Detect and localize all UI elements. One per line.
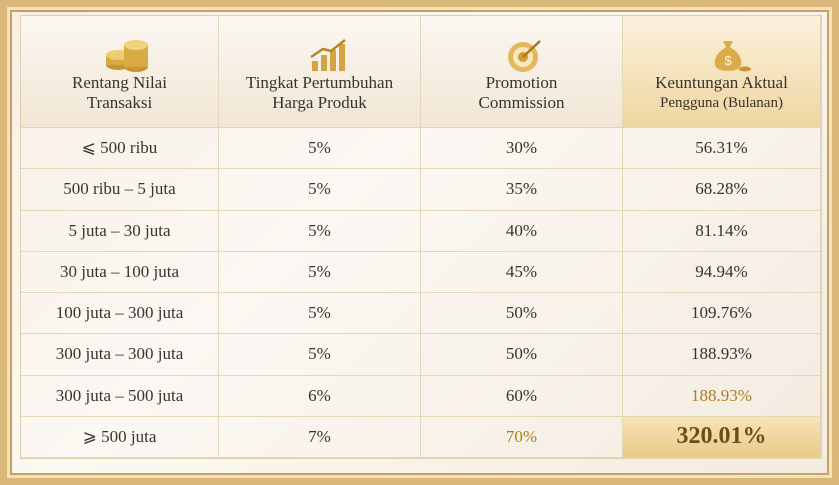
header-cell: Rentang Nilai Transaksi [21, 16, 219, 128]
header-text: Rentang Nilai [72, 73, 167, 92]
table-cell: 109.76% [623, 293, 821, 335]
table-cell: 70% [421, 416, 623, 458]
header-text: Tingkat Pertumbuhan [245, 73, 394, 92]
header-text: Pengguna (Bulanan) [660, 95, 783, 111]
table-cell: 6% [219, 375, 421, 417]
table-cell: 68.28% [623, 169, 821, 211]
table-cell: 300 juta – 300 juta [21, 334, 219, 376]
table-cell: 50% [421, 334, 623, 376]
growth-icon [310, 39, 346, 71]
target-icon [508, 40, 541, 72]
table-cell: 94.94% [623, 251, 821, 293]
table-cell: 5% [219, 210, 421, 252]
header-cell: Promotion Commission [421, 16, 623, 128]
table-cell: 56.31% [623, 128, 821, 170]
header-text: Commission [478, 93, 565, 112]
table-cell: 5 juta – 30 juta [21, 210, 219, 252]
money-bag-icon: $ [714, 41, 751, 72]
table: Rentang Nilai Transaksi Tingkat Pertumbuha… [20, 15, 822, 459]
table-cell: 5% [219, 251, 421, 293]
header-cell: Tingkat Pertumbuhan Harga Produk [219, 16, 421, 128]
table-cell: 5% [219, 334, 421, 376]
table-cell: 30 juta – 100 juta [21, 251, 219, 293]
header-text: Promotion [485, 73, 558, 92]
table-cell: 188.93% [623, 375, 821, 417]
table-cell: 188.93% [623, 334, 821, 376]
coins-icon [106, 40, 148, 72]
table-cell: 30% [421, 128, 623, 170]
table-cell: 40% [421, 210, 623, 252]
header-text: Transaksi [86, 93, 153, 112]
header-cell: Keuntungan Aktual Pengguna (Bulanan) [623, 16, 821, 128]
table-cell: 7% [219, 416, 421, 458]
svg-text:$: $ [724, 53, 732, 68]
table-cell: 60% [421, 375, 623, 417]
table-cell: 35% [421, 169, 623, 211]
table-cell: 100 juta – 300 juta [21, 293, 219, 335]
table-cell: ⩾ 500 juta [21, 416, 219, 458]
table-cell: 300 juta – 500 juta [21, 375, 219, 417]
table-cell: 45% [421, 251, 623, 293]
table-cell: 50% [421, 293, 623, 335]
table-cell: 5% [219, 293, 421, 335]
table-cell: 320.01% [623, 416, 821, 458]
table-cell: 500 ribu – 5 juta [21, 169, 219, 211]
table-cell: 81.14% [623, 210, 821, 252]
table-cell: 5% [219, 169, 421, 211]
table-cell: 5% [219, 128, 421, 170]
header-text: Harga Produk [272, 93, 367, 112]
table-cell: ⩽ 500 ribu [21, 128, 219, 170]
header-text: Keuntungan Aktual [655, 73, 788, 92]
